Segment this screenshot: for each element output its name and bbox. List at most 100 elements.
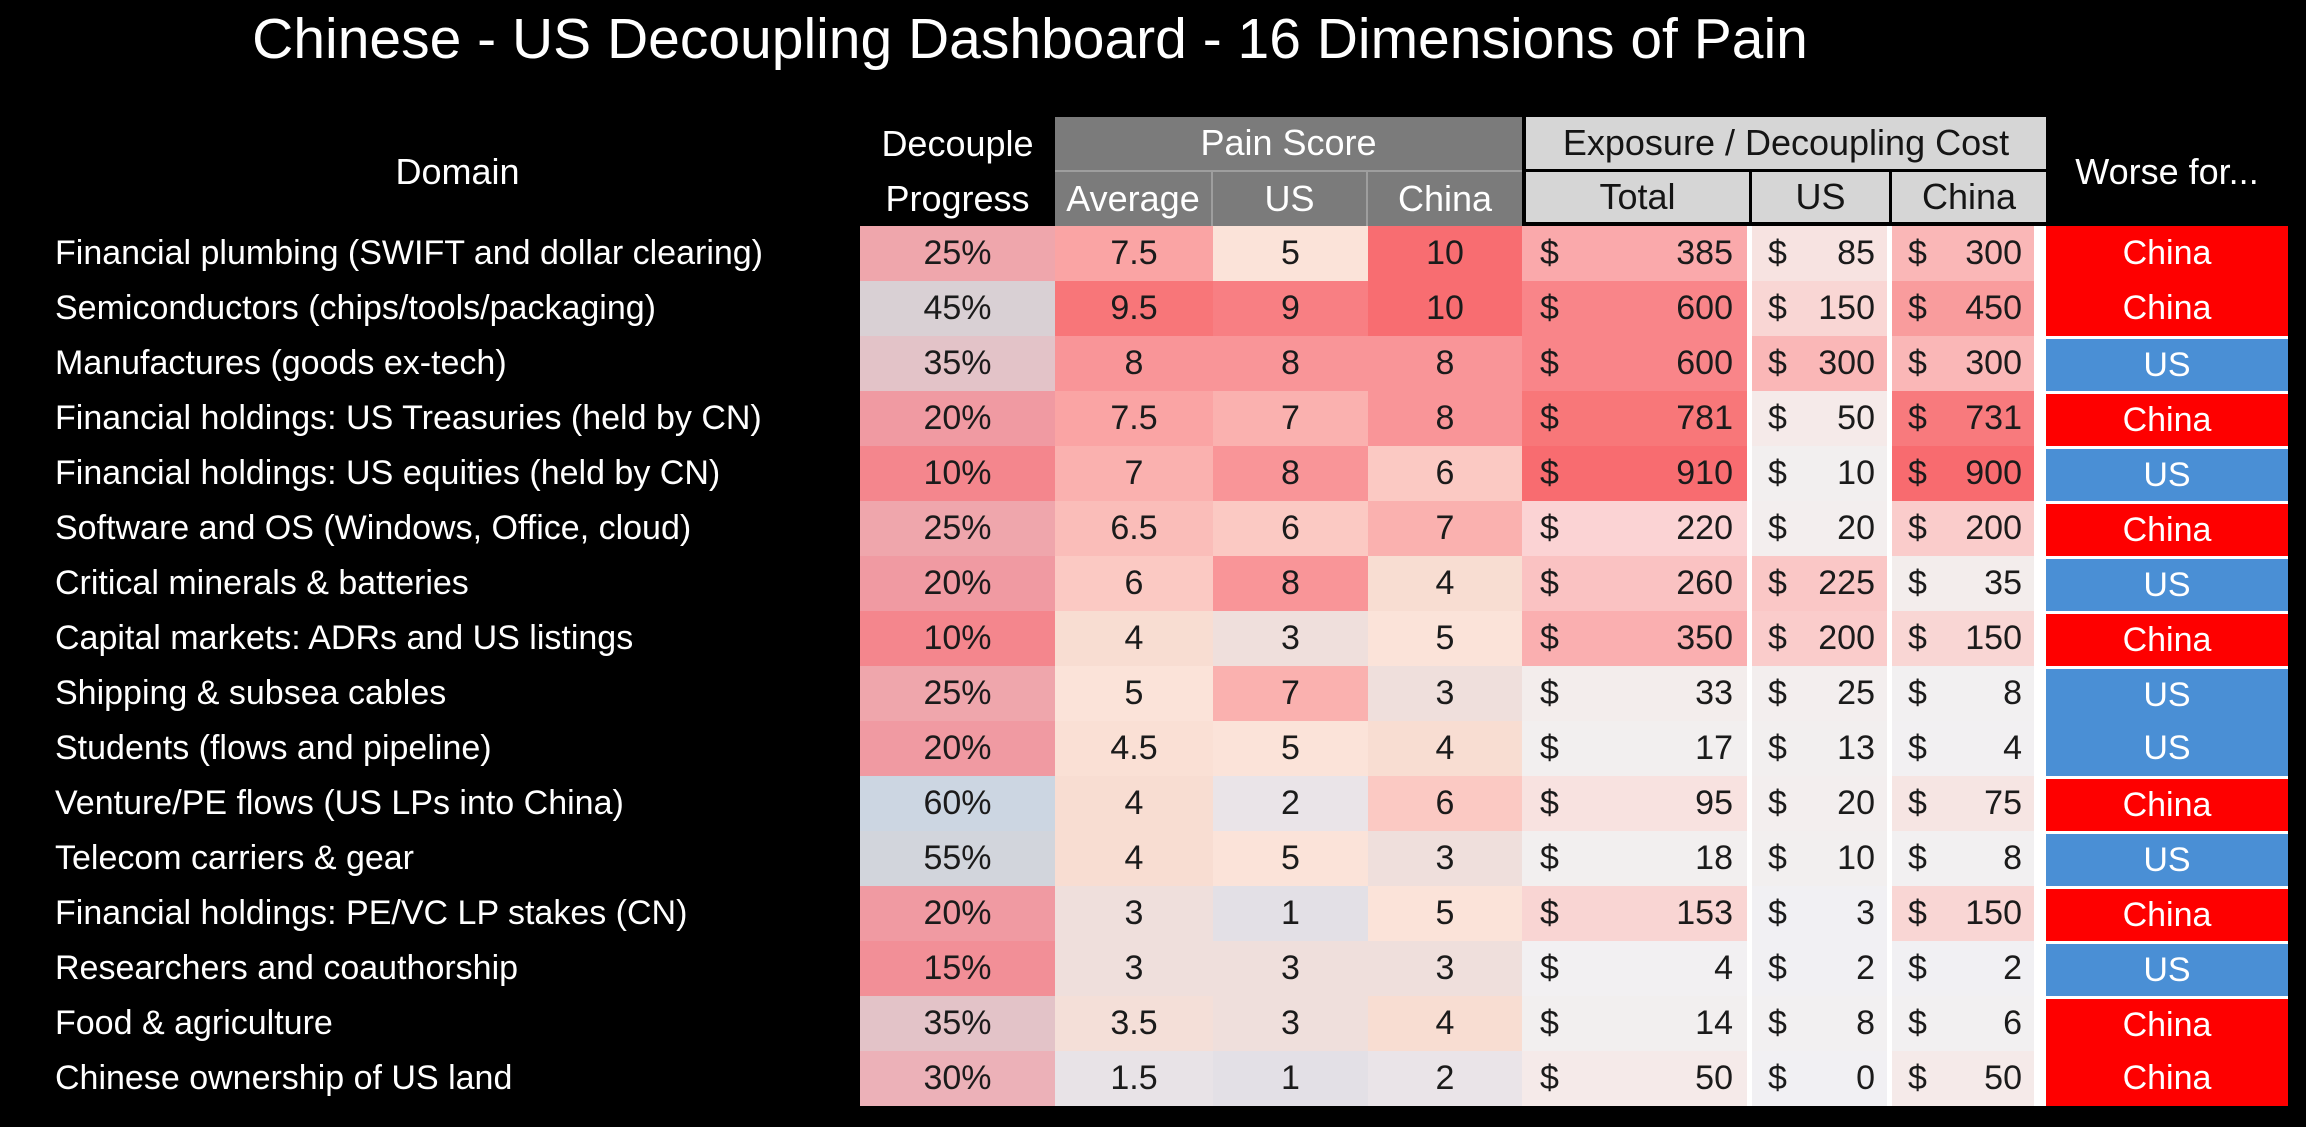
pain-us-cell: 5 bbox=[1213, 721, 1368, 776]
dollar-sign: $ bbox=[1768, 894, 1787, 932]
dollar-sign: $ bbox=[1908, 234, 1927, 272]
domain-cell: Telecom carriers & gear bbox=[55, 839, 415, 877]
amount-value: 350 bbox=[1676, 619, 1733, 657]
cost-total-cell: $220 bbox=[1522, 501, 1752, 556]
domain-cell: Venture/PE flows (US LPs into China) bbox=[55, 784, 624, 822]
progress-cell: 35% bbox=[860, 996, 1055, 1051]
cost-total-cell: $14 bbox=[1522, 996, 1752, 1051]
cost-us-cell: $85 bbox=[1752, 226, 1892, 281]
cost-total-cell: $33 bbox=[1522, 666, 1752, 721]
pain-china-cell: 10 bbox=[1368, 281, 1522, 336]
domain-cell: Financial holdings: PE/VC LP stakes (CN) bbox=[55, 894, 688, 932]
pain-us-cell: 2 bbox=[1213, 776, 1368, 831]
progress-cell: 20% bbox=[860, 721, 1055, 776]
domain-cell: Semiconductors (chips/tools/packaging) bbox=[55, 289, 656, 327]
amount-value: 450 bbox=[1965, 289, 2022, 327]
dollar-sign: $ bbox=[1908, 894, 1927, 932]
dollar-sign: $ bbox=[1540, 1004, 1559, 1042]
dollar-sign: $ bbox=[1540, 509, 1559, 547]
header-pain-average: Average bbox=[1055, 171, 1213, 226]
cost-us-cell: $20 bbox=[1752, 501, 1892, 556]
progress-cell: 10% bbox=[860, 611, 1055, 666]
worse-cell: China bbox=[2046, 996, 2288, 1051]
pain-avg-cell: 7 bbox=[1055, 446, 1213, 501]
dollar-sign: $ bbox=[1540, 564, 1559, 602]
dollar-sign: $ bbox=[1540, 949, 1559, 987]
dollar-sign: $ bbox=[1908, 454, 1927, 492]
pain-china-cell: 3 bbox=[1368, 941, 1522, 996]
amount-value: 8 bbox=[2003, 839, 2022, 877]
header-cost-china: China bbox=[1892, 171, 2046, 226]
domain-cell: Chinese ownership of US land bbox=[55, 1059, 513, 1097]
domain-cell: Researchers and coauthorship bbox=[55, 949, 519, 987]
pain-avg-cell: 4.5 bbox=[1055, 721, 1213, 776]
progress-cell: 25% bbox=[860, 501, 1055, 556]
pain-avg-cell: 3 bbox=[1055, 886, 1213, 941]
pain-avg-cell: 4 bbox=[1055, 776, 1213, 831]
cost-total-cell: $4 bbox=[1522, 941, 1752, 996]
pain-china-cell: 3 bbox=[1368, 666, 1522, 721]
dollar-sign: $ bbox=[1908, 509, 1927, 547]
dollar-sign: $ bbox=[1908, 784, 1927, 822]
domain-cell: Shipping & subsea cables bbox=[55, 674, 447, 712]
pain-china-cell: 4 bbox=[1368, 721, 1522, 776]
dollar-sign: $ bbox=[1908, 949, 1927, 987]
pain-china-cell: 3 bbox=[1368, 831, 1522, 886]
progress-cell: 30% bbox=[860, 1051, 1055, 1106]
dollar-sign: $ bbox=[1540, 894, 1559, 932]
pain-avg-cell: 6.5 bbox=[1055, 501, 1213, 556]
worse-cell: US bbox=[2046, 556, 2288, 611]
pain-china-cell: 6 bbox=[1368, 776, 1522, 831]
domain-cell: Food & agriculture bbox=[55, 1004, 333, 1042]
dollar-sign: $ bbox=[1768, 674, 1787, 712]
dollar-sign: $ bbox=[1540, 1059, 1559, 1097]
cost-china-cell: $35 bbox=[1892, 556, 2046, 611]
cost-china-cell: $450 bbox=[1892, 281, 2046, 336]
header-pain-score: Pain Score bbox=[1055, 117, 1522, 172]
amount-value: 731 bbox=[1965, 399, 2022, 437]
dollar-sign: $ bbox=[1540, 454, 1559, 492]
cost-china-cell: $8 bbox=[1892, 831, 2046, 886]
cost-total-cell: $50 bbox=[1522, 1051, 1752, 1106]
header-pain-china: China bbox=[1368, 171, 1522, 226]
cost-total-cell: $95 bbox=[1522, 776, 1752, 831]
progress-cell: 45% bbox=[860, 281, 1055, 336]
worse-cell: China bbox=[2046, 501, 2288, 556]
pain-china-cell: 6 bbox=[1368, 446, 1522, 501]
cost-china-cell: $150 bbox=[1892, 611, 2046, 666]
amount-value: 20 bbox=[1837, 509, 1875, 547]
cost-us-cell: $0 bbox=[1752, 1051, 1892, 1106]
cost-china-cell: $300 bbox=[1892, 226, 2046, 281]
pain-avg-cell: 9.5 bbox=[1055, 281, 1213, 336]
cost-china-cell: $4 bbox=[1892, 721, 2046, 776]
dollar-sign: $ bbox=[1768, 344, 1787, 382]
header-pain-us: US bbox=[1213, 171, 1368, 226]
progress-cell: 15% bbox=[860, 941, 1055, 996]
progress-cell: 10% bbox=[860, 446, 1055, 501]
dollar-sign: $ bbox=[1908, 399, 1927, 437]
dashboard-table: Domain Decouple Progress Pain Score Aver… bbox=[55, 117, 2288, 1106]
dollar-sign: $ bbox=[1768, 564, 1787, 602]
worse-cell: China bbox=[2046, 281, 2288, 336]
cost-us-cell: $50 bbox=[1752, 391, 1892, 446]
dollar-sign: $ bbox=[1768, 399, 1787, 437]
amount-value: 150 bbox=[1818, 289, 1875, 327]
pain-china-cell: 8 bbox=[1368, 336, 1522, 391]
progress-cell: 20% bbox=[860, 886, 1055, 941]
cost-china-cell: $8 bbox=[1892, 666, 2046, 721]
amount-value: 2 bbox=[2003, 949, 2022, 987]
dollar-sign: $ bbox=[1768, 784, 1787, 822]
amount-value: 20 bbox=[1837, 784, 1875, 822]
pain-avg-cell: 7.5 bbox=[1055, 391, 1213, 446]
amount-value: 300 bbox=[1965, 234, 2022, 272]
worse-cell: China bbox=[2046, 611, 2288, 666]
dollar-sign: $ bbox=[1768, 729, 1787, 767]
amount-value: 8 bbox=[2003, 674, 2022, 712]
dollar-sign: $ bbox=[1768, 234, 1787, 272]
cost-total-cell: $600 bbox=[1522, 281, 1752, 336]
dollar-sign: $ bbox=[1540, 729, 1559, 767]
pain-avg-cell: 3.5 bbox=[1055, 996, 1213, 1051]
worse-cell: US bbox=[2046, 446, 2288, 501]
amount-value: 17 bbox=[1695, 729, 1733, 767]
amount-value: 200 bbox=[1965, 509, 2022, 547]
